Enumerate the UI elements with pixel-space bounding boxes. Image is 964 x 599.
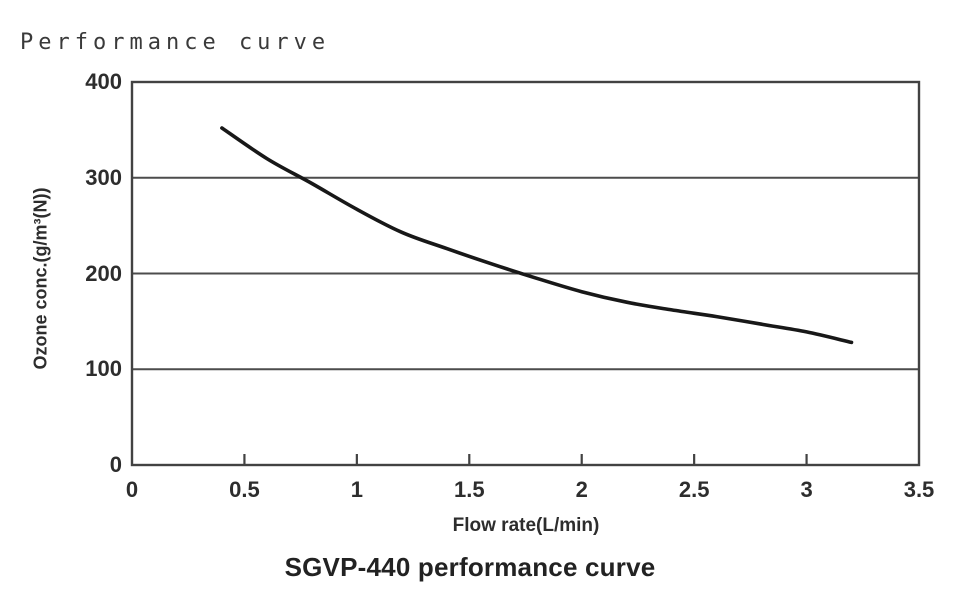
y-axis-label: Ozone conc.(g/m³(N)) bbox=[30, 187, 51, 370]
y-tick-label-200: 200 bbox=[85, 260, 122, 286]
y-tick-label-0: 0 bbox=[109, 452, 122, 477]
x-tick-label-3.5: 3.5 bbox=[903, 477, 935, 502]
x-tick-label-2.5: 2.5 bbox=[678, 477, 710, 502]
x-tick-label-0: 0 bbox=[125, 477, 139, 502]
x-tick-label-2: 2 bbox=[575, 477, 588, 502]
x-tick-label-0.5: 0.5 bbox=[229, 477, 260, 502]
x-tick-label-1.5: 1.5 bbox=[453, 477, 485, 502]
x-axis-label: Flow rate(L/min) bbox=[452, 515, 600, 536]
y-tick-label-300: 300 bbox=[85, 164, 122, 190]
performance-curve-line bbox=[220, 126, 854, 345]
page-title: Performance curve bbox=[20, 30, 331, 55]
x-tick-label-1: 1 bbox=[350, 477, 363, 502]
y-tick-label-100: 100 bbox=[85, 356, 122, 382]
y-tick-label-400: 400 bbox=[85, 69, 122, 94]
chart-caption: SGVP-440 performance curve bbox=[284, 552, 656, 582]
x-tick-label-3: 3 bbox=[800, 477, 813, 502]
plot-border bbox=[130, 80, 921, 467]
